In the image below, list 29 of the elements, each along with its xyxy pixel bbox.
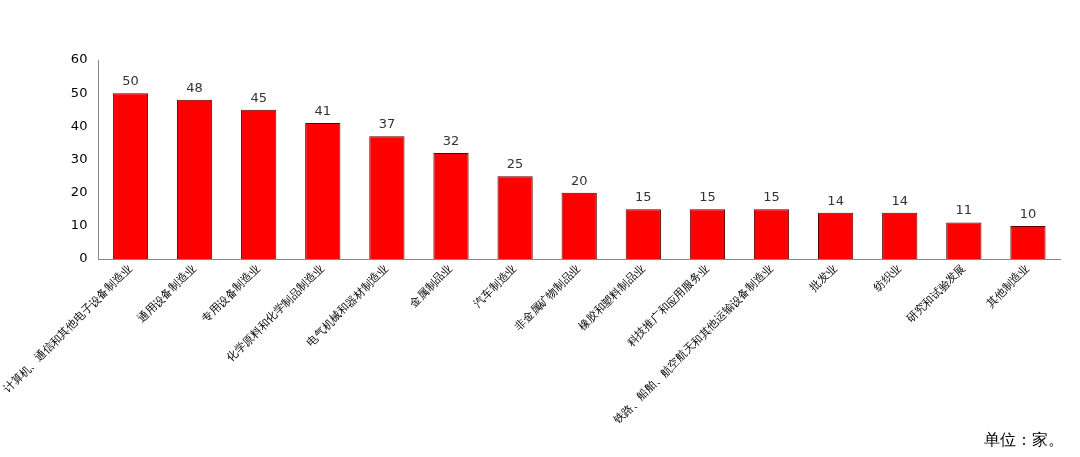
x-tick-label: 通用设备制造业 xyxy=(135,261,199,326)
data-label: 15 xyxy=(699,189,716,205)
y-tick-label: 40 xyxy=(70,117,88,133)
x-tick-label: 批发业 xyxy=(807,261,840,295)
data-label: 20 xyxy=(570,172,588,188)
data-label: 11 xyxy=(955,202,973,218)
data-label: 15 xyxy=(635,189,652,205)
data-label: 25 xyxy=(506,156,524,172)
x-tick-label: 汽车制造业 xyxy=(471,261,520,310)
y-tick-label: 20 xyxy=(70,184,88,200)
x-tick-label: 研究和试验发展 xyxy=(904,261,968,326)
y-tick-label: 30 xyxy=(70,150,88,166)
data-label: 50 xyxy=(122,73,139,89)
data-label: 32 xyxy=(442,132,460,148)
x-tick-label: 纺织业 xyxy=(871,261,904,295)
data-label: 45 xyxy=(250,89,267,105)
y-tick-label: 50 xyxy=(70,84,88,100)
data-label: 15 xyxy=(763,189,780,205)
data-label: 37 xyxy=(378,116,396,132)
data-label: 14 xyxy=(891,192,909,208)
text: 单位：家。 xyxy=(984,430,1064,451)
data-label: 10 xyxy=(1019,205,1037,221)
data-label: 41 xyxy=(314,102,332,118)
x-tick-label: 金属制品业 xyxy=(407,261,456,310)
data-label: 14 xyxy=(827,192,844,208)
y-tick-label: 10 xyxy=(70,217,88,233)
y-tick-label: 60 xyxy=(70,51,88,67)
x-tick-label: 其他制造业 xyxy=(984,261,1033,310)
data-label: 48 xyxy=(186,79,203,95)
